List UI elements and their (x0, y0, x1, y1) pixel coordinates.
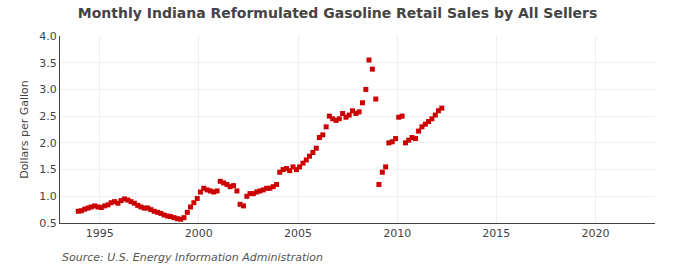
svg-text:2010: 2010 (383, 227, 411, 240)
svg-text:2.5: 2.5 (39, 110, 57, 123)
svg-text:1995: 1995 (86, 227, 114, 240)
svg-text:Source: U.S. Energy Informatio: Source: U.S. Energy Information Administ… (62, 251, 323, 264)
svg-text:0.5: 0.5 (39, 217, 57, 230)
svg-text:2000: 2000 (185, 227, 213, 240)
svg-text:2015: 2015 (482, 227, 510, 240)
svg-text:2020: 2020 (582, 227, 610, 240)
svg-text:Monthly Indiana Reformulated G: Monthly Indiana Reformulated Gasoline Re… (78, 5, 597, 21)
svg-text:2005: 2005 (284, 227, 312, 240)
svg-text:1.0: 1.0 (39, 190, 57, 203)
svg-text:1.5: 1.5 (39, 163, 57, 176)
svg-text:Dollars per Gallon: Dollars per Gallon (18, 80, 31, 179)
svg-text:2.0: 2.0 (39, 137, 57, 150)
svg-text:3.0: 3.0 (39, 83, 57, 96)
svg-text:3.5: 3.5 (39, 57, 57, 70)
svg-text:4.0: 4.0 (39, 30, 57, 43)
